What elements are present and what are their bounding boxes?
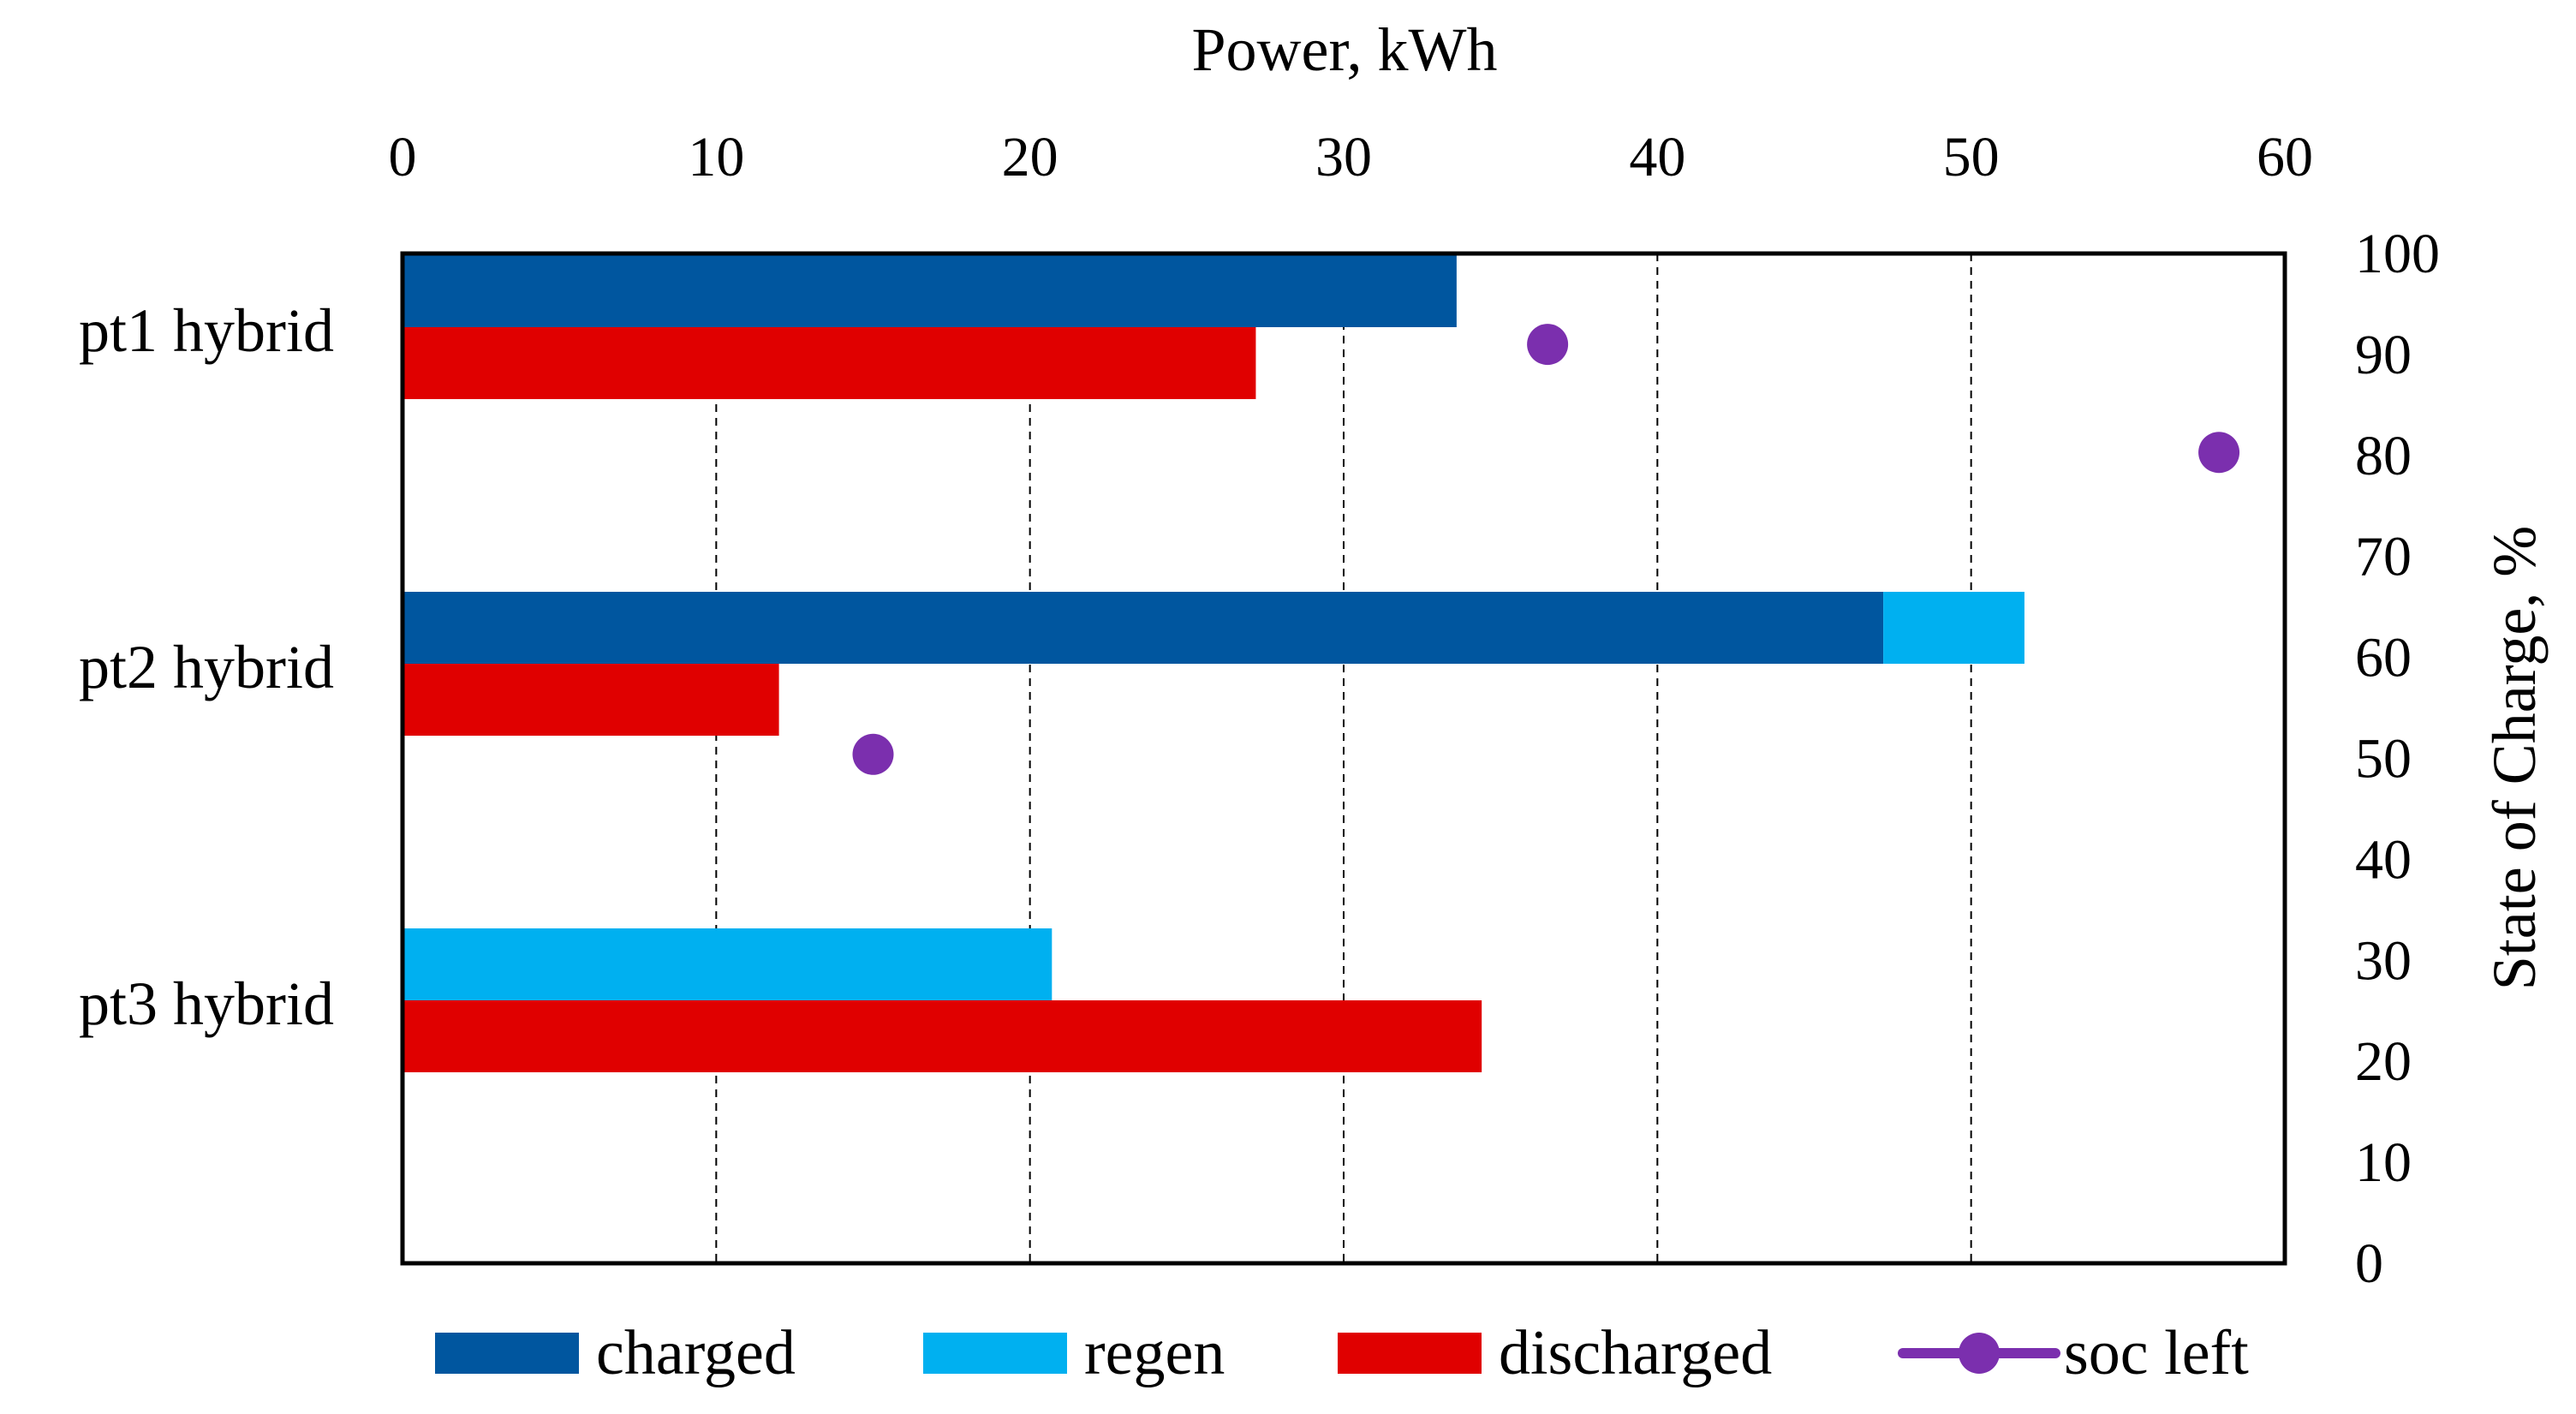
category-label: pt2 hybrid xyxy=(79,633,334,701)
soc-points xyxy=(852,324,2240,775)
legend-label: discharged xyxy=(1499,1318,1772,1388)
y2-tick-label: 0 xyxy=(2355,1232,2383,1295)
y2-tick-label: 100 xyxy=(2355,223,2440,285)
plot-frame xyxy=(400,251,2287,1266)
category-labels: pt1 hybrid pt2 hybrid pt3 hybrid xyxy=(79,296,334,1038)
soc-point xyxy=(2198,432,2240,474)
legend-item-soc-left: soc left xyxy=(1898,1318,2249,1388)
soc-point xyxy=(1527,324,1569,366)
y2-tick-label: 20 xyxy=(2355,1030,2412,1093)
legend-item-regen: regen xyxy=(923,1318,1225,1388)
bar-discharged xyxy=(402,664,779,736)
legend-label: charged xyxy=(596,1318,796,1388)
legend: charged regen discharged soc left xyxy=(435,1318,2249,1388)
y2-tick-label: 50 xyxy=(2355,728,2412,791)
y2-tick-label: 10 xyxy=(2355,1131,2412,1194)
x-tick-label: 0 xyxy=(389,126,417,188)
grid-lines xyxy=(715,254,1972,1263)
y2-tick-label: 90 xyxy=(2355,324,2412,386)
x-tick-label: 30 xyxy=(1315,126,1372,188)
y2-tick-label: 70 xyxy=(2355,526,2412,588)
category-label: pt1 hybrid xyxy=(79,296,334,365)
bar-regen xyxy=(402,928,1052,1000)
x-tick-label: 10 xyxy=(688,126,744,188)
legend-swatch xyxy=(1338,1333,1482,1374)
bars xyxy=(402,255,2024,1072)
x-tick-label: 40 xyxy=(1629,126,1685,188)
y2-tick-label: 40 xyxy=(2355,828,2412,891)
legend-label: soc left xyxy=(2064,1318,2249,1388)
y2-tick-labels: 0 10 20 30 40 50 60 70 80 90 100 xyxy=(2355,223,2440,1295)
y2-tick-label: 30 xyxy=(2355,929,2412,992)
y2-axis-title: State of Charge, % xyxy=(2480,526,2549,991)
y2-tick-label: 60 xyxy=(2355,627,2412,689)
legend-swatch xyxy=(923,1333,1067,1374)
x-axis-title: Power, kWh xyxy=(1191,15,1497,84)
legend-marker xyxy=(1959,1333,2000,1374)
x-tick-label: 60 xyxy=(2257,126,2313,188)
soc-point xyxy=(852,733,894,775)
category-label: pt3 hybrid xyxy=(79,970,334,1038)
bar-charged xyxy=(402,255,1457,327)
x-tick-label: 20 xyxy=(1002,126,1058,188)
x-tick-labels: 0 10 20 30 40 50 60 xyxy=(389,126,2314,188)
x-tick-label: 50 xyxy=(1943,126,2000,188)
legend-swatch xyxy=(435,1333,579,1374)
legend-item-discharged: discharged xyxy=(1338,1318,1772,1388)
bar-charged xyxy=(402,592,1884,664)
bar-discharged xyxy=(402,1000,1482,1072)
legend-item-charged: charged xyxy=(435,1318,796,1388)
legend-label: regen xyxy=(1084,1318,1225,1388)
bar-regen xyxy=(1883,592,2024,664)
y2-tick-label: 80 xyxy=(2355,425,2412,487)
bar-discharged xyxy=(402,327,1256,399)
